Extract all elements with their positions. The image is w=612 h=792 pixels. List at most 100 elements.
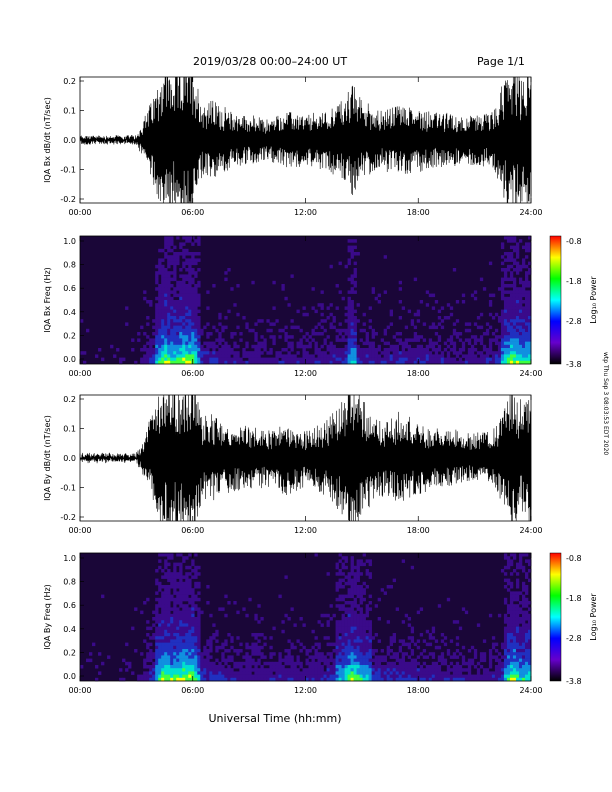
bx-spectrogram-cell: [158, 290, 162, 294]
by-spectrogram-cell: [338, 658, 342, 663]
bx-spectrogram-cell: [245, 360, 249, 365]
by-spectrogram-cell: [146, 658, 150, 663]
by-spectrogram-cell: [149, 652, 153, 656]
by-spectrogram-cell: [395, 677, 400, 682]
by-spectrogram-cell: [497, 613, 502, 618]
by-spectrogram-cell: [521, 588, 526, 592]
bx-spectrogram-cell: [449, 360, 454, 365]
by-spectrogram-cell: [161, 636, 165, 640]
bx-spectrogram-cell: [158, 332, 162, 336]
bx-spectrogram-cell: [500, 261, 505, 266]
bx-spectrogram-cell: [518, 293, 523, 298]
bx-spectrogram-cell: [152, 360, 156, 365]
by-spectrogram-panel: 1.00.80.60.40.20.000:00 06:00 12:00 18:00 24…: [43, 552, 543, 695]
by-spectrogram-cell: [206, 642, 210, 647]
bx-spectrogram-cell: [179, 335, 183, 339]
bx-spectrogram-cell: [335, 306, 339, 310]
by-spectrogram-cell: [263, 668, 267, 672]
by-timeseries-y-axis-label: IQA By dB/dt (nT/sec): [43, 415, 52, 501]
by-spectrogram-cell: [437, 677, 442, 682]
by-spectrogram-cell: [407, 668, 412, 672]
by-spectrogram-cell: [140, 652, 144, 656]
bx-spectrogram-cell: [188, 351, 192, 355]
by-spectrogram-cell: [452, 620, 457, 624]
by-spectrogram-cell: [410, 661, 415, 666]
bx-spectrogram-cell: [482, 357, 487, 362]
by-spectrogram-cell: [176, 642, 180, 647]
by-spectrogram-cell: [503, 578, 508, 583]
by-spectrogram-cell: [332, 661, 336, 666]
by-spectrogram-cell: [161, 661, 165, 666]
bx-spectrogram-cell: [155, 316, 159, 320]
bx-spectrogram-cell: [200, 360, 204, 365]
by-spectrogram-cell: [179, 553, 183, 557]
by-spectrogram-cell: [188, 607, 192, 611]
bx-spectrogram-cell: [518, 325, 523, 330]
by-spectrogram-cell: [146, 655, 150, 659]
bx-spectrogram-cell: [521, 319, 526, 323]
colorbar-by: -0.8 -1.8 -2.8 -3.8 Log₁₀ Power: [549, 552, 598, 686]
by-spectrogram-cell: [368, 626, 372, 631]
by-spectrogram-cell: [434, 665, 439, 669]
bx-spectrogram-cell: [239, 332, 243, 336]
bx-spectrogram-cell: [458, 348, 463, 352]
bx-spectrogram-cell: [185, 261, 189, 266]
by-spectrogram-cell: [509, 610, 514, 615]
by-spectrogram-cell: [428, 633, 433, 637]
by-spectrogram-cell: [356, 633, 360, 637]
by-spectrogram-cell: [161, 633, 165, 637]
by-spectrogram-cell: [185, 597, 189, 602]
bx-spectrogram-cell: [206, 348, 210, 352]
bx-spectrogram-cell: [497, 351, 502, 355]
bx-spectrogram-cell: [266, 360, 270, 365]
bx-spectrogram-cell: [164, 239, 168, 243]
bx-spectrogram-cell: [194, 351, 198, 355]
bx-spectrogram-cell: [170, 338, 174, 342]
by-spectrogram-cell: [254, 645, 258, 650]
by-spectrogram-cell: [158, 677, 162, 682]
by-spectrogram-cell: [188, 610, 192, 615]
by-spectrogram-cell: [287, 671, 291, 675]
bx-spectrogram-cell: [503, 268, 508, 272]
by-spectrogram-cell: [377, 617, 381, 621]
bx-spectrogram-cell: [353, 351, 357, 355]
bx-spectrogram-x-tick-label: 12:00: [294, 369, 317, 378]
by-spectrogram-cell: [155, 677, 159, 682]
by-spectrogram-cell: [494, 658, 499, 663]
bx-spectrogram-cell: [344, 344, 348, 349]
bx-spectrogram-cell: [167, 354, 171, 358]
bx-spectrogram-cell: [437, 335, 442, 339]
by-spectrogram-cell: [254, 649, 258, 653]
by-spectrogram-cell: [194, 585, 198, 589]
by-spectrogram-cell: [206, 665, 210, 669]
bx-spectrogram-cell: [308, 354, 312, 358]
by-spectrogram-cell: [350, 658, 354, 663]
bx-spectrogram-cell: [434, 360, 439, 365]
bx-spectrogram-cell: [503, 322, 508, 326]
by-spectrogram-cell: [182, 620, 186, 624]
by-spectrogram-cell: [212, 674, 216, 679]
by-spectrogram-cell: [449, 668, 454, 672]
by-spectrogram-cell: [269, 652, 273, 656]
bx-spectrogram-cell: [170, 319, 174, 323]
bx-spectrogram-cell: [518, 335, 523, 339]
bx-spectrogram-cell: [431, 341, 436, 346]
bx-spectrogram-cell: [182, 319, 186, 323]
bx-spectrogram-cell: [512, 357, 517, 362]
by-spectrogram-cell: [470, 677, 475, 682]
by-spectrogram-cell: [509, 553, 514, 557]
by-spectrogram-cell: [170, 665, 174, 669]
bx-spectrogram-cell: [179, 351, 183, 355]
bx-spectrogram-cell: [179, 332, 183, 336]
by-spectrogram-cell: [413, 674, 418, 679]
figure-title: 2019/03/28 00:00–24:00 UT: [193, 55, 347, 68]
bx-spectrogram-cell: [164, 268, 168, 272]
bx-spectrogram-cell: [224, 354, 228, 358]
bx-spectrogram-cell: [344, 332, 348, 336]
by-spectrogram-cell: [368, 575, 372, 579]
by-spectrogram-cell: [461, 645, 466, 650]
bx-spectrogram-cell: [485, 351, 490, 355]
bx-spectrogram-cell: [428, 360, 433, 365]
by-spectrogram-cell: [356, 668, 360, 672]
by-spectrogram-cell: [224, 613, 228, 618]
